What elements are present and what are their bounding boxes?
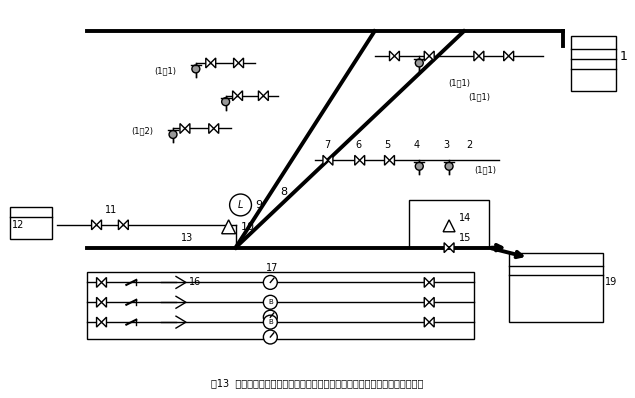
Circle shape: [264, 315, 277, 329]
Polygon shape: [209, 123, 214, 133]
Text: (1控2): (1控2): [131, 126, 153, 135]
Text: 15: 15: [459, 233, 471, 243]
Polygon shape: [424, 51, 429, 61]
Polygon shape: [429, 317, 434, 327]
Text: 10: 10: [241, 222, 255, 232]
Circle shape: [264, 275, 277, 289]
Text: 1: 1: [620, 49, 628, 62]
Bar: [572, 36, 616, 91]
Polygon shape: [185, 123, 190, 133]
Circle shape: [169, 131, 177, 139]
Polygon shape: [429, 51, 434, 61]
Circle shape: [415, 59, 424, 67]
Text: 6: 6: [356, 140, 362, 150]
Text: (1控1): (1控1): [448, 79, 470, 88]
Circle shape: [192, 65, 200, 73]
Text: 9: 9: [255, 200, 262, 210]
Circle shape: [415, 162, 424, 170]
Polygon shape: [97, 317, 102, 327]
Polygon shape: [429, 277, 434, 287]
Text: 18: 18: [266, 312, 278, 322]
Text: L: L: [238, 200, 243, 210]
Polygon shape: [504, 51, 509, 61]
Polygon shape: [394, 51, 399, 61]
Polygon shape: [211, 58, 216, 68]
Text: (1控1): (1控1): [154, 66, 176, 75]
Polygon shape: [180, 123, 185, 133]
Polygon shape: [385, 155, 389, 165]
Text: 5: 5: [384, 140, 391, 150]
Text: 8: 8: [280, 187, 288, 197]
Polygon shape: [102, 317, 107, 327]
Polygon shape: [355, 155, 359, 165]
Polygon shape: [474, 51, 479, 61]
Polygon shape: [237, 91, 243, 101]
Polygon shape: [323, 155, 328, 165]
Text: (1控1): (1控1): [468, 93, 490, 102]
Polygon shape: [239, 58, 243, 68]
Text: (1控1): (1控1): [474, 166, 496, 175]
Bar: [10, 207, 52, 239]
Polygon shape: [389, 51, 394, 61]
Bar: [86, 273, 474, 339]
Circle shape: [222, 98, 230, 105]
Polygon shape: [443, 220, 455, 232]
Circle shape: [264, 295, 277, 309]
Polygon shape: [509, 51, 514, 61]
Polygon shape: [444, 243, 449, 253]
Polygon shape: [429, 297, 434, 307]
Circle shape: [264, 310, 277, 324]
Polygon shape: [424, 297, 429, 307]
Polygon shape: [118, 220, 123, 230]
Polygon shape: [102, 277, 107, 287]
Polygon shape: [123, 220, 128, 230]
Text: 4: 4: [413, 140, 419, 150]
Polygon shape: [206, 58, 211, 68]
Polygon shape: [359, 155, 364, 165]
Text: 19: 19: [605, 277, 617, 287]
Text: 14: 14: [459, 213, 471, 223]
Text: 3: 3: [443, 140, 449, 150]
Text: B: B: [268, 319, 272, 325]
Text: 7: 7: [324, 140, 330, 150]
Polygon shape: [97, 297, 102, 307]
Polygon shape: [234, 58, 239, 68]
Polygon shape: [214, 123, 218, 133]
Polygon shape: [328, 155, 333, 165]
Text: 16: 16: [189, 277, 201, 287]
Polygon shape: [424, 277, 429, 287]
Polygon shape: [264, 91, 269, 101]
Polygon shape: [258, 91, 264, 101]
Polygon shape: [232, 91, 237, 101]
Text: 13: 13: [181, 233, 193, 243]
Polygon shape: [102, 297, 107, 307]
Polygon shape: [424, 317, 429, 327]
Circle shape: [230, 194, 251, 216]
Text: 11: 11: [105, 205, 117, 215]
Polygon shape: [97, 277, 102, 287]
Bar: [509, 253, 603, 322]
Text: 图13  不设智能灭火装置控制器时大空间智能灭火装置系统水系统基本组成示意: 图13 不设智能灭火装置控制器时大空间智能灭火装置系统水系统基本组成示意: [211, 378, 423, 389]
Circle shape: [445, 162, 453, 170]
Text: 12: 12: [12, 220, 25, 230]
Polygon shape: [91, 220, 97, 230]
Polygon shape: [479, 51, 484, 61]
Text: 17: 17: [266, 263, 279, 273]
Text: 2: 2: [466, 140, 472, 150]
Circle shape: [264, 330, 277, 344]
Polygon shape: [97, 220, 102, 230]
Bar: [410, 200, 489, 248]
Polygon shape: [222, 220, 236, 234]
Polygon shape: [389, 155, 394, 165]
Text: B: B: [268, 299, 272, 305]
Polygon shape: [449, 243, 454, 253]
